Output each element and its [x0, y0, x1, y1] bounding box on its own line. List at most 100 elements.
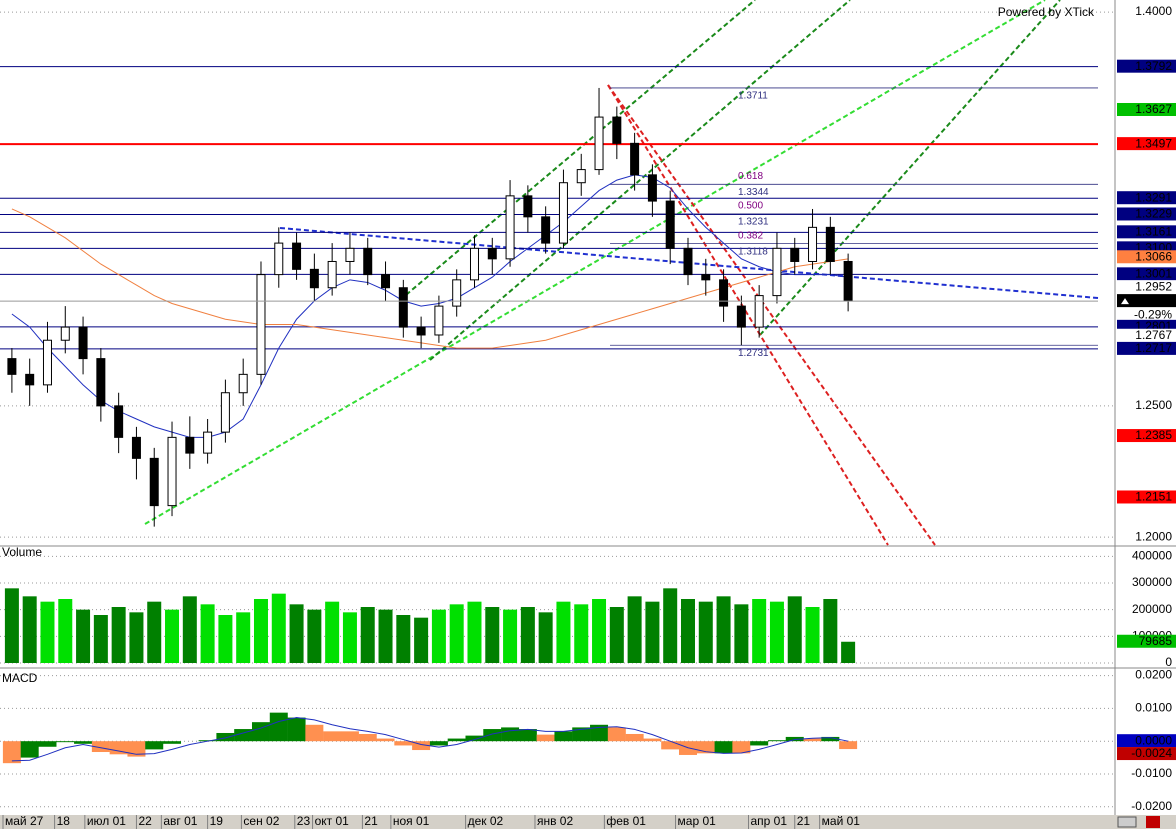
candle-body [274, 242, 284, 276]
last-marker [1121, 298, 1129, 305]
volume-bar [307, 609, 322, 663]
level-label: 1.2151 [1135, 490, 1172, 504]
level-label: 1.2767 [1135, 328, 1172, 342]
y-tick-label: 300000 [1132, 575, 1172, 589]
candle-body [203, 431, 213, 454]
trend-line [144, 0, 1046, 525]
signal-line [11, 717, 849, 762]
volume-bar [823, 599, 838, 663]
fib-ratio: 0.382 [738, 230, 763, 241]
panel-title: Volume [2, 545, 42, 559]
x-tick-label: сен 02 [243, 814, 279, 828]
macd-bar [216, 732, 235, 742]
candle-body [469, 247, 479, 281]
macd-bar [109, 741, 128, 755]
level-box [1117, 137, 1176, 151]
volume-bar [698, 601, 713, 663]
toolbar-button[interactable] [1117, 816, 1137, 828]
candle-body [42, 339, 52, 386]
level-box [1117, 250, 1176, 264]
volume-bar [93, 615, 108, 663]
candle-body [398, 287, 408, 328]
macd-bar [518, 729, 537, 742]
volume-bar [289, 604, 304, 663]
macd-bar [536, 734, 555, 742]
x-tick-label: 19 [210, 814, 224, 828]
candle-body [790, 247, 800, 262]
candle-body [149, 457, 159, 507]
candle-body [665, 200, 675, 249]
macd-bar [376, 738, 395, 742]
macd-bar [732, 741, 751, 754]
fib-price: 1.3231 [738, 217, 769, 228]
candle-body [185, 436, 195, 454]
y-tick-label: 1.4000 [1135, 4, 1172, 18]
fib-ratio: 0.500 [738, 201, 763, 212]
volume-bar [253, 599, 268, 663]
volume-bar [663, 588, 678, 663]
y-tick-label: 0.0200 [1135, 668, 1172, 682]
candle-body [452, 279, 462, 307]
level-box [1117, 207, 1176, 221]
level-label: 1.2952 [1135, 279, 1172, 293]
exit-button[interactable] [1146, 816, 1160, 828]
macd-bar [714, 741, 733, 754]
macd-bar [465, 735, 484, 742]
y-tick-label: 1.2500 [1135, 398, 1172, 412]
macd-bar [340, 731, 359, 742]
macd-bar [554, 731, 573, 742]
volume-bar [485, 607, 500, 663]
macd-bar [74, 741, 93, 744]
candle-body [292, 242, 302, 270]
volume-bar [645, 601, 660, 663]
candle-body [576, 169, 586, 184]
volume-bar [805, 607, 820, 663]
moving-average [11, 174, 849, 438]
candle-body [256, 274, 266, 375]
volume-bar [769, 601, 784, 663]
y-tick-label: -0.0100 [1131, 766, 1172, 780]
x-tick-label: июл 01 [87, 814, 126, 828]
macd-bar [483, 729, 502, 742]
volume-bar [574, 604, 589, 663]
volume-bar [40, 601, 55, 663]
level-box [1117, 225, 1176, 239]
volume-bar [129, 612, 144, 663]
volume-bar [22, 596, 37, 663]
candle-body [630, 142, 640, 176]
x-tick-label: 21 [797, 814, 811, 828]
volume-bar [182, 596, 197, 663]
macd-bar [127, 741, 146, 757]
volume-bar [627, 596, 642, 663]
macd-last-label: -0.0024 [1131, 746, 1172, 760]
level-box [1117, 102, 1176, 116]
candle-body [808, 226, 818, 262]
x-tick-label: 21 [364, 814, 378, 828]
volume-bar [431, 609, 446, 663]
volume-bar [58, 599, 73, 663]
macd-bar [821, 736, 840, 742]
volume-bar [360, 607, 375, 663]
candle-body [381, 274, 391, 289]
volume-bar [325, 601, 340, 663]
candle-body [167, 436, 177, 507]
x-tick-label: апр 01 [750, 814, 787, 828]
volume-bar [76, 609, 91, 663]
candle-body [772, 247, 782, 297]
level-box [1117, 341, 1176, 355]
candle-body [701, 274, 711, 281]
time-axis [0, 815, 1176, 829]
macd-last-box [1117, 747, 1176, 761]
candle-body [594, 116, 604, 171]
volume-bar [680, 599, 695, 663]
macd-bar [358, 733, 377, 742]
candle-body [96, 358, 106, 407]
level-box [1117, 328, 1176, 342]
level-label: 1.3497 [1135, 136, 1172, 150]
volume-bar [414, 617, 429, 663]
y-tick-label: 400000 [1132, 549, 1172, 563]
x-tick-label: мар 01 [678, 814, 717, 828]
volume-last-box [1117, 634, 1176, 648]
volume-bar [218, 615, 233, 663]
